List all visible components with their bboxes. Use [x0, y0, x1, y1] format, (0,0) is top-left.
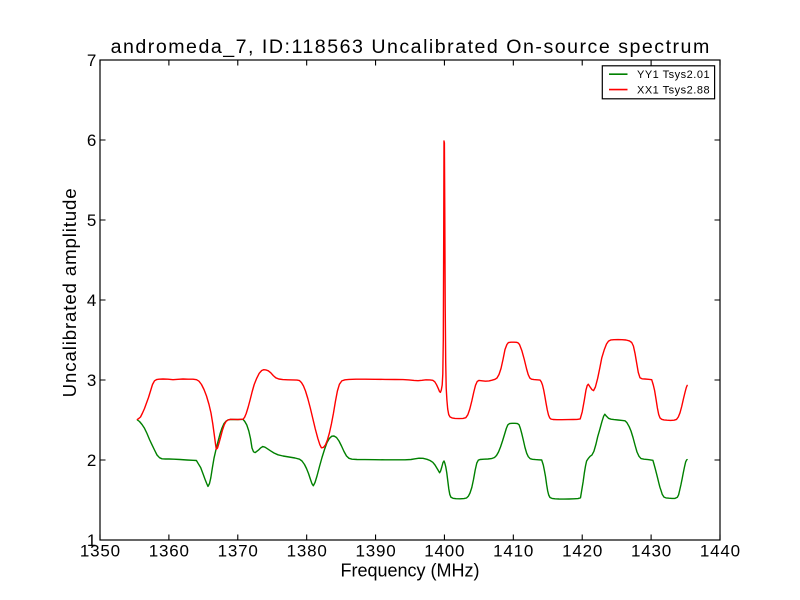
svg-text:1410: 1410	[493, 542, 534, 561]
svg-text:1350: 1350	[80, 542, 121, 561]
svg-text:1430: 1430	[631, 542, 672, 561]
svg-text:YY1 Tsys2.01: YY1 Tsys2.01	[637, 69, 710, 81]
svg-text:1420: 1420	[562, 542, 603, 561]
svg-text:1360: 1360	[149, 542, 190, 561]
svg-text:XX1 Tsys2.88: XX1 Tsys2.88	[637, 84, 710, 96]
svg-text:1: 1	[87, 531, 96, 550]
svg-text:3: 3	[87, 371, 96, 390]
svg-text:Uncalibrated amplitude: Uncalibrated amplitude	[59, 187, 80, 397]
svg-text:1390: 1390	[355, 542, 396, 561]
svg-text:5: 5	[87, 211, 96, 230]
svg-text:4: 4	[87, 291, 96, 310]
svg-text:6: 6	[87, 131, 96, 150]
svg-text:Frequency (MHz): Frequency (MHz)	[340, 561, 479, 581]
svg-text:1440: 1440	[700, 542, 741, 561]
svg-text:1370: 1370	[218, 542, 259, 561]
svg-text:1400: 1400	[424, 542, 465, 561]
svg-text:7: 7	[87, 51, 96, 70]
svg-text:andromeda_7, ID:118563 Uncalib: andromeda_7, ID:118563 Uncalibrated On-s…	[111, 36, 711, 58]
svg-text:2: 2	[87, 451, 96, 470]
svg-text:1380: 1380	[287, 542, 328, 561]
